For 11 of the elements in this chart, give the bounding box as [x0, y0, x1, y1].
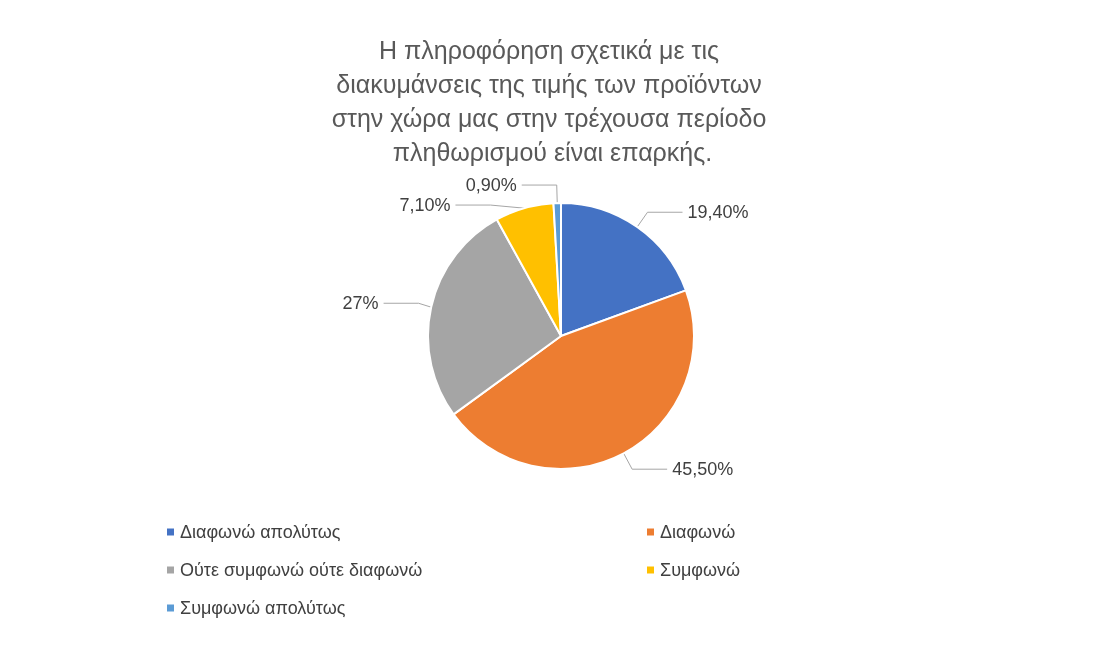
- data-label: 7,10%: [399, 195, 451, 216]
- legend-label: Διαφωνώ: [660, 522, 736, 542]
- data-label: 0,90%: [465, 175, 517, 196]
- data-label: 19,40%: [687, 202, 749, 223]
- legend-label: Συμφωνώ απολύτως: [180, 598, 346, 618]
- chart-title: Η πληροφόρηση σχετικά με τις διακυμάνσεις της τιμής των προϊόντων στην χώρα μας στην τρέχουσα περίοδο πληθωρισμού είναι επαρκής.: [331, 36, 774, 166]
- legend-label: Ούτε συμφωνώ ούτε διαφωνώ: [180, 560, 423, 580]
- legend-label: Συμφωνώ: [660, 560, 741, 580]
- data-label: 27%: [342, 293, 379, 314]
- legend-label: Διαφωνώ απολύτως: [180, 522, 341, 542]
- data-label: 45,50%: [672, 459, 734, 480]
